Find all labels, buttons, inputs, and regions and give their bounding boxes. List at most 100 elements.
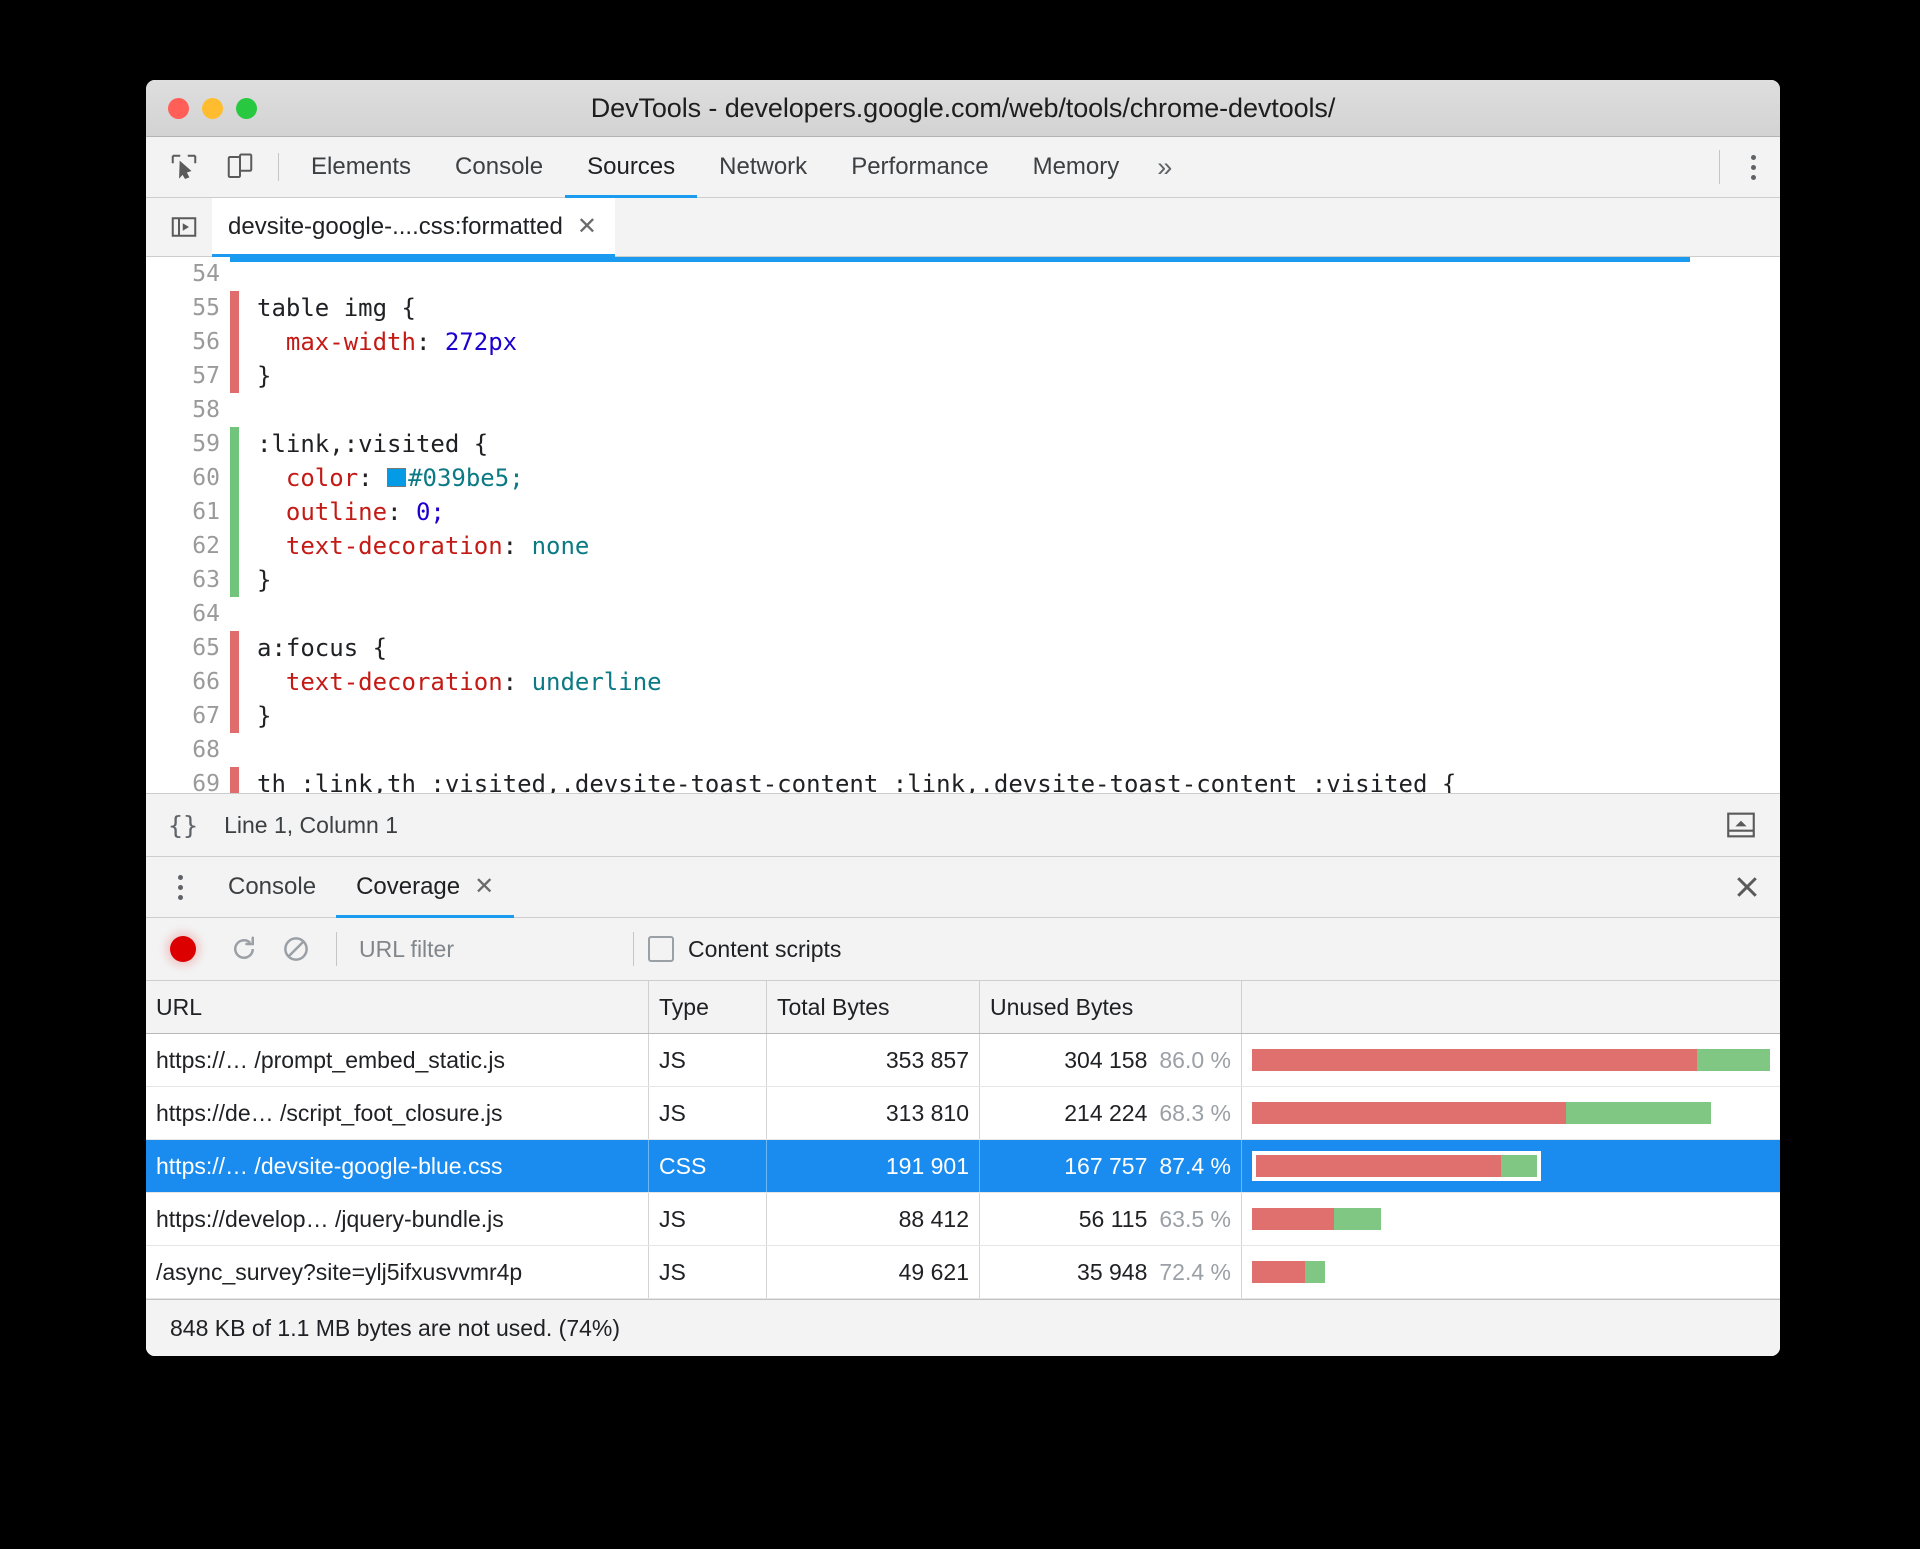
code-line: 56 max-width: 272px [146, 325, 1780, 359]
coverage-summary: 848 KB of 1.1 MB bytes are not used. (74… [146, 1299, 1780, 1356]
show-navigator-icon[interactable] [156, 198, 212, 256]
code-line: 64 [146, 597, 1780, 631]
close-drawer-button[interactable] [1714, 857, 1780, 917]
tab-elements[interactable]: Elements [289, 137, 433, 197]
code-line: 58 [146, 393, 1780, 427]
code-editor[interactable]: 54 55 table img {56 max-width: 272px 57} 58 5… [146, 257, 1780, 793]
cell-coverage-bar [1242, 1087, 1780, 1139]
coverage-gutter-mark [230, 767, 239, 793]
line-number: 62 [192, 533, 220, 559]
code-line: 68 [146, 733, 1780, 767]
code-text: } [257, 566, 272, 594]
coverage-gutter-mark [230, 427, 239, 461]
tab-label: Sources [587, 153, 676, 180]
close-icon[interactable]: ✕ [576, 213, 597, 240]
editor-status-bar: {} Line 1, Column 1 [146, 793, 1780, 857]
pretty-print-icon[interactable]: {} [168, 810, 199, 840]
drawer-tabbar: Console Coverage ✕ [146, 857, 1780, 918]
url-filter-input[interactable]: URL filter [359, 935, 454, 962]
minimize-window-icon[interactable] [202, 97, 223, 119]
device-toolbar-icon[interactable] [212, 137, 268, 197]
line-number: 69 [192, 771, 220, 793]
line-number: 63 [192, 567, 220, 593]
coverage-gutter-mark [230, 631, 239, 665]
content-scripts-checkbox[interactable]: Content scripts [648, 936, 841, 963]
file-tab-devsite-google-blue-css[interactable]: devsite-google-....css:formatted ✕ [212, 198, 615, 257]
close-icon[interactable]: ✕ [474, 873, 495, 900]
coverage-bar [1252, 1102, 1712, 1124]
line-number: 55 [192, 295, 220, 321]
coverage-gutter-mark [230, 529, 239, 563]
coverage-gutter-mark [230, 393, 239, 427]
code-line: 67} [146, 699, 1780, 733]
code-line: 55 table img { [146, 291, 1780, 325]
tab-label: Console [455, 153, 544, 180]
line-number: 60 [192, 465, 220, 491]
drawer-more-menu-icon[interactable] [152, 857, 208, 917]
record-button[interactable] [170, 936, 196, 962]
table-row[interactable]: https://develop… /jquery-bundle.js JS 88 4… [146, 1193, 1780, 1246]
code-text: text-decoration: underline [285, 668, 662, 696]
column-header-url[interactable]: URL [146, 981, 649, 1033]
content-scripts-label: Content scripts [688, 935, 842, 962]
horizontal-scrollbar[interactable] [230, 257, 1690, 262]
cell-unused-bytes: 35 948 72.4 % [980, 1246, 1242, 1298]
table-row[interactable]: https://de… /script_foot_closure.js JS 313… [146, 1087, 1780, 1140]
drawer-tab-coverage[interactable]: Coverage ✕ [336, 857, 515, 918]
coverage-bar [1252, 1151, 1541, 1181]
toolbar-divider [336, 932, 337, 966]
cell-total-bytes: 191 901 [767, 1140, 980, 1192]
checkbox-box[interactable] [648, 936, 674, 962]
file-tabbar: devsite-google-....css:formatted ✕ [146, 198, 1780, 257]
column-header-total-bytes[interactable]: Total Bytes [767, 981, 980, 1033]
cell-url: https://develop… /jquery-bundle.js [146, 1193, 649, 1245]
code-text: } [257, 362, 272, 390]
line-number: 56 [192, 329, 220, 355]
inspect-element-icon[interactable] [156, 137, 212, 197]
column-header-unused-bytes[interactable]: Unused Bytes [980, 981, 1242, 1033]
line-number: 64 [192, 601, 220, 627]
table-row[interactable]: https://… /devsite-google-blue.css CSS 191… [146, 1140, 1780, 1193]
column-header-type[interactable]: Type [649, 981, 767, 1033]
reload-button[interactable] [218, 934, 270, 964]
tab-network[interactable]: Network [697, 137, 829, 197]
collapse-drawer-button[interactable] [1724, 808, 1758, 842]
zoom-window-icon[interactable] [236, 97, 257, 119]
unused-bytes-value: 56 115 [1078, 1205, 1148, 1232]
unused-bytes-value: 35 948 [1077, 1258, 1148, 1285]
more-tabs-icon[interactable]: » [1141, 137, 1188, 197]
devtools-settings-menu-icon[interactable] [1726, 154, 1780, 180]
coverage-table: URL Type Total Bytes Unused Bytes https:… [146, 981, 1780, 1299]
coverage-gutter-mark [230, 665, 239, 699]
cell-url: https://de… /script_foot_closure.js [146, 1087, 649, 1139]
coverage-bar [1252, 1049, 1770, 1071]
coverage-gutter-mark [230, 257, 239, 291]
cell-unused-bytes: 56 115 63.5 % [980, 1193, 1242, 1245]
file-tab-label: devsite-google-....css:formatted [228, 213, 563, 240]
unused-bytes-value: 167 757 [1064, 1152, 1148, 1179]
tab-console[interactable]: Console [433, 137, 565, 197]
window-title: DevTools - developers.google.com/web/too… [590, 92, 1336, 123]
unused-percent: 63.5 % [1159, 1205, 1231, 1232]
bar-used-portion [1304, 1261, 1325, 1283]
tab-performance[interactable]: Performance [829, 137, 1010, 197]
cell-total-bytes: 49 621 [767, 1246, 980, 1298]
column-header-bar [1242, 981, 1780, 1033]
bar-used-portion [1697, 1049, 1770, 1071]
bar-used-portion [1501, 1155, 1537, 1177]
cell-coverage-bar [1242, 1246, 1780, 1298]
tab-memory[interactable]: Memory [1011, 137, 1142, 197]
clear-button[interactable] [270, 934, 322, 964]
table-row[interactable]: https://… /prompt_embed_static.js JS 353 8… [146, 1034, 1780, 1087]
code-text: max-width: 272px [285, 328, 518, 356]
drawer-tab-console[interactable]: Console [208, 857, 336, 917]
close-window-icon[interactable] [168, 97, 189, 119]
code-line: 63} [146, 563, 1780, 597]
coverage-gutter-mark [230, 291, 239, 325]
tab-label: Performance [851, 153, 989, 180]
code-line: 60 color: #039be5; [146, 461, 1780, 495]
line-number: 57 [192, 363, 220, 389]
table-row[interactable]: /async_survey?site=ylj5ifxusvvmr4р JS 49 6… [146, 1246, 1780, 1299]
cell-total-bytes: 313 810 [767, 1087, 980, 1139]
tab-sources[interactable]: Sources [565, 137, 698, 198]
